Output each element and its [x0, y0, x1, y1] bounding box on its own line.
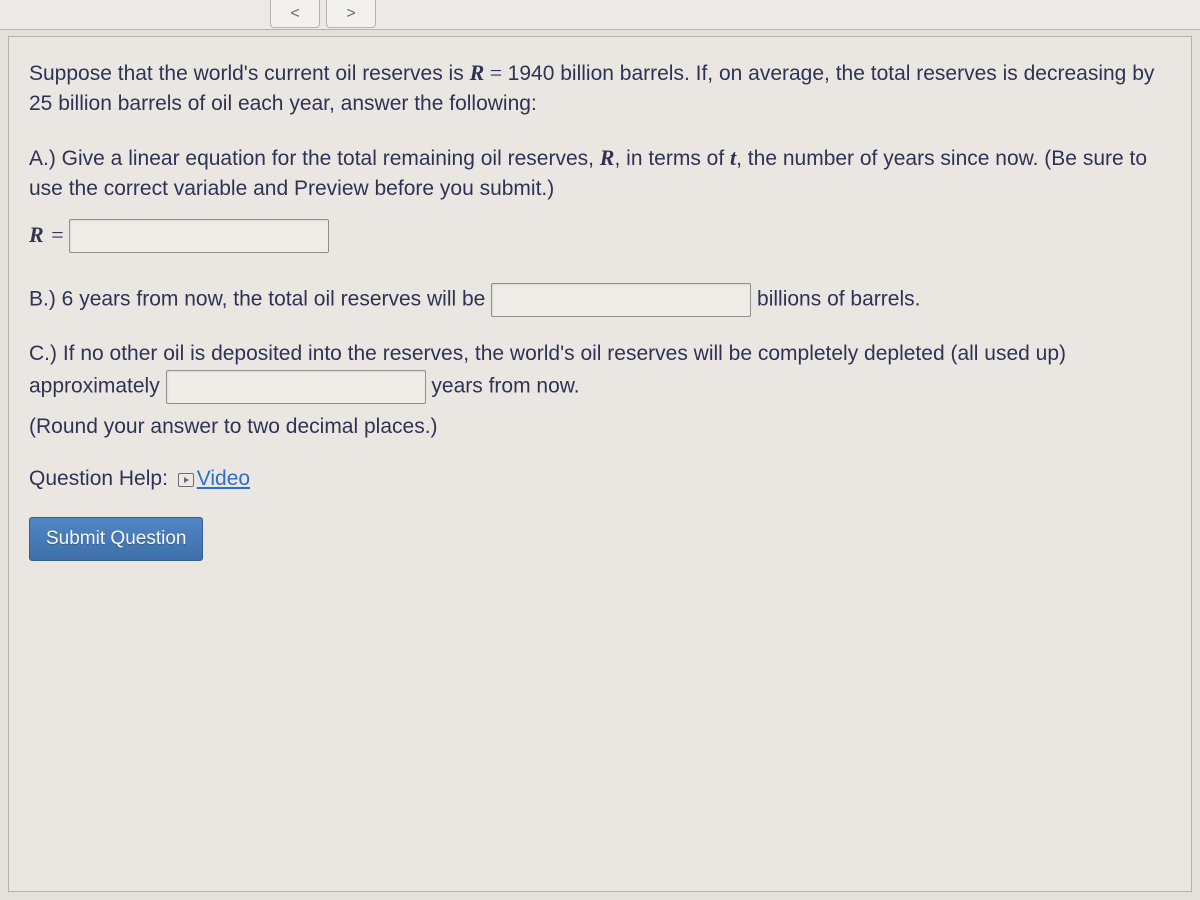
part-b-text-2: billions of barrels.	[751, 288, 920, 311]
part-a-input[interactable]	[69, 219, 329, 253]
part-b-input[interactable]	[491, 283, 751, 317]
part-b: B.) 6 years from now, the total oil rese…	[29, 283, 1171, 317]
part-a-text-1: Give a linear equation for the total rem…	[62, 147, 600, 170]
part-a-label: A.)	[29, 147, 62, 170]
submit-label: Submit Question	[46, 528, 186, 549]
part-a-eq-prefix: =	[46, 222, 69, 247]
intro-text: Suppose that the world's current oil res…	[29, 62, 470, 85]
part-b-years: 6	[62, 288, 74, 311]
part-a: A.) Give a linear equation for the total…	[29, 142, 1171, 253]
question-panel: Suppose that the world's current oil res…	[8, 36, 1192, 892]
top-nav-bar: < >	[0, 0, 1200, 30]
part-b-text-1: years from now, the total oil reserves w…	[73, 288, 491, 311]
part-c-text-2: years from now.	[426, 374, 580, 397]
next-question-button[interactable]: >	[326, 0, 376, 28]
chevron-left-icon: <	[290, 5, 299, 23]
reserves-value: 1940	[508, 62, 555, 85]
variable-R: R	[600, 145, 615, 170]
part-a-text-2: , in terms of	[614, 147, 730, 170]
part-c: C.) If no other oil is deposited into th…	[29, 339, 1171, 442]
video-link[interactable]: Video	[197, 467, 250, 490]
chevron-right-icon: >	[346, 5, 355, 23]
equals-sign: =	[484, 60, 507, 85]
part-c-label: C.)	[29, 342, 63, 365]
video-icon	[178, 473, 194, 487]
question-help-row: Question Help: Video	[29, 464, 1171, 494]
part-b-label: B.)	[29, 288, 62, 311]
part-c-round-note: (Round your answer to two decimal places…	[29, 412, 1171, 442]
prev-question-button[interactable]: <	[270, 0, 320, 28]
part-c-input[interactable]	[166, 370, 426, 404]
question-help-label: Question Help:	[29, 467, 168, 490]
question-intro: Suppose that the world's current oil res…	[29, 57, 1171, 120]
part-a-R-prefix: R	[29, 222, 44, 247]
submit-question-button[interactable]: Submit Question	[29, 517, 203, 562]
variable-R: R	[470, 60, 485, 85]
